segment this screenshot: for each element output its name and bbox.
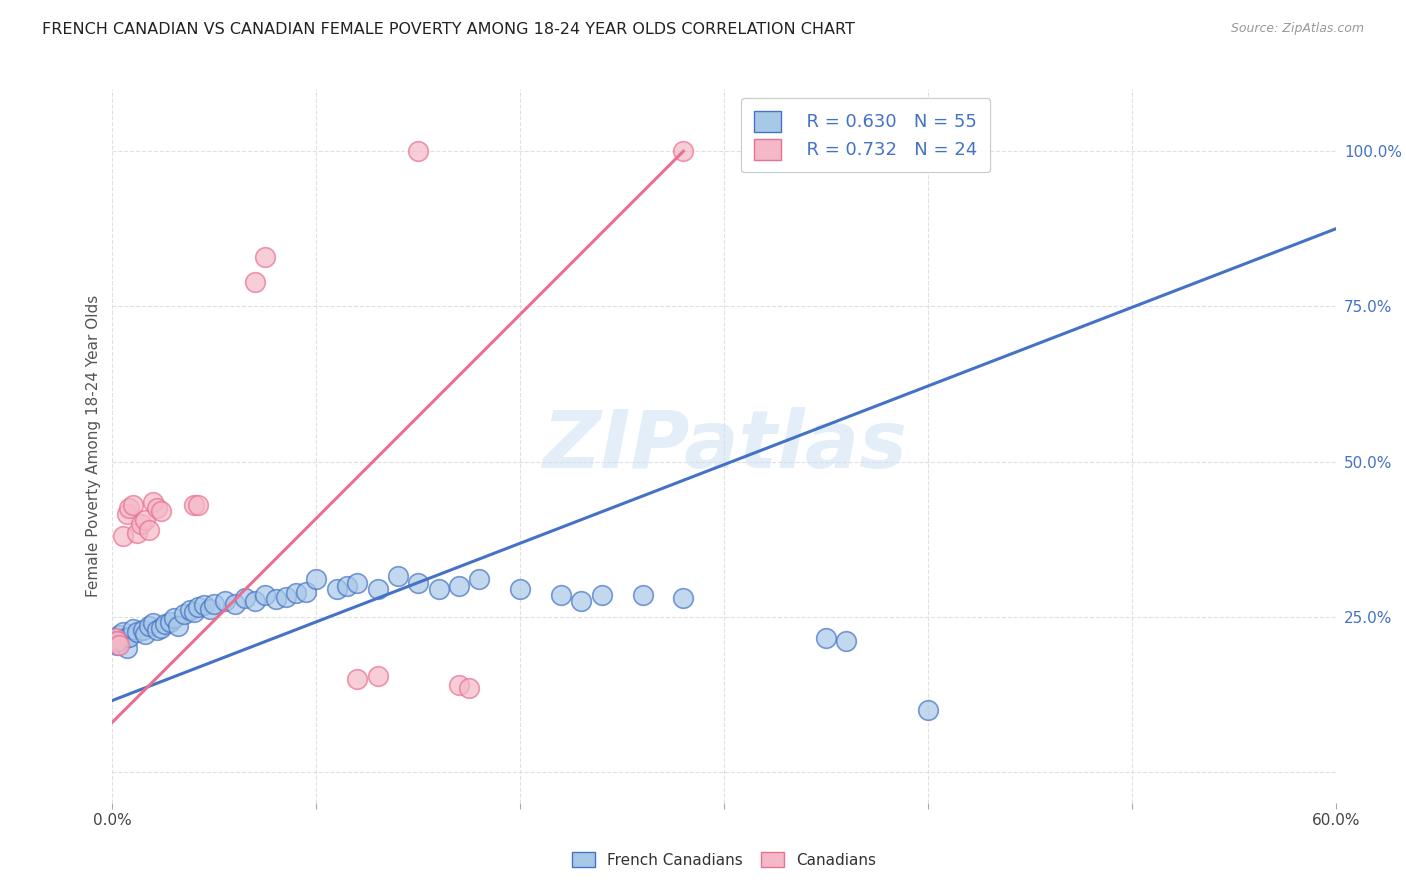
Text: Source: ZipAtlas.com: Source: ZipAtlas.com [1230,22,1364,36]
Point [134,627,156,641]
Point [115,640,138,655]
Point [366,668,388,682]
Point [187,498,209,512]
Point [125,525,148,540]
Legend:   R = 0.630   N = 55,   R = 0.732   N = 24: R = 0.630 N = 55, R = 0.732 N = 24 [741,98,990,172]
Point [214,594,236,608]
Point [155,617,177,632]
Point [179,603,201,617]
Point [200,602,222,616]
Point [163,611,186,625]
Point [138,619,160,633]
Point [509,582,531,596]
Point [550,588,572,602]
Point [105,634,128,648]
Point [138,523,160,537]
Point [114,632,136,646]
Point [142,495,165,509]
Point [274,590,297,604]
Point [129,516,152,531]
Point [103,632,125,646]
Point [146,501,169,516]
Point [146,624,169,638]
Point [264,592,287,607]
Point [387,569,409,583]
Point [118,630,141,644]
Point [408,145,430,159]
Point [183,498,205,512]
Point [835,634,858,648]
Point [134,513,156,527]
Point [233,591,256,605]
Point [672,145,695,159]
Point [571,594,593,608]
Point [468,573,491,587]
Point [122,622,145,636]
Point [166,619,188,633]
Point [366,582,388,596]
Point [458,681,481,695]
Point [408,575,430,590]
Point [631,588,654,602]
Point [254,250,277,264]
Point [204,597,226,611]
Point [132,624,155,638]
Point [447,678,470,692]
Point [122,498,145,512]
Point [326,582,349,596]
Point [183,605,205,619]
Point [346,672,368,686]
Point [103,632,125,646]
Text: ZIPatlas: ZIPatlas [541,407,907,485]
Point [142,615,165,630]
Point [150,621,173,635]
Y-axis label: Female Poverty Among 18-24 Year Olds: Female Poverty Among 18-24 Year Olds [86,295,101,597]
Text: FRENCH CANADIAN VS CANADIAN FEMALE POVERTY AMONG 18-24 YEAR OLDS CORRELATION CHA: FRENCH CANADIAN VS CANADIAN FEMALE POVER… [42,22,855,37]
Legend: French Canadians, Canadians: French Canadians, Canadians [564,844,884,875]
Point [224,597,246,611]
Point [115,508,138,522]
Point [193,599,215,613]
Point [107,628,129,642]
Point [187,600,209,615]
Point [917,703,939,717]
Point [107,638,129,652]
Point [245,275,267,289]
Point [427,582,450,596]
Point [336,579,359,593]
Point [591,588,613,602]
Point [111,625,134,640]
Point [173,607,195,621]
Point [125,625,148,640]
Point [346,575,368,590]
Point [672,591,695,605]
Point [111,529,134,543]
Point [105,638,128,652]
Point [295,584,318,599]
Point [159,615,181,629]
Point [254,588,277,602]
Point [110,634,132,648]
Point [284,586,308,600]
Point [305,573,328,587]
Point [118,501,141,516]
Point [815,632,838,646]
Point [150,504,173,518]
Point [245,594,267,608]
Point [447,579,470,593]
